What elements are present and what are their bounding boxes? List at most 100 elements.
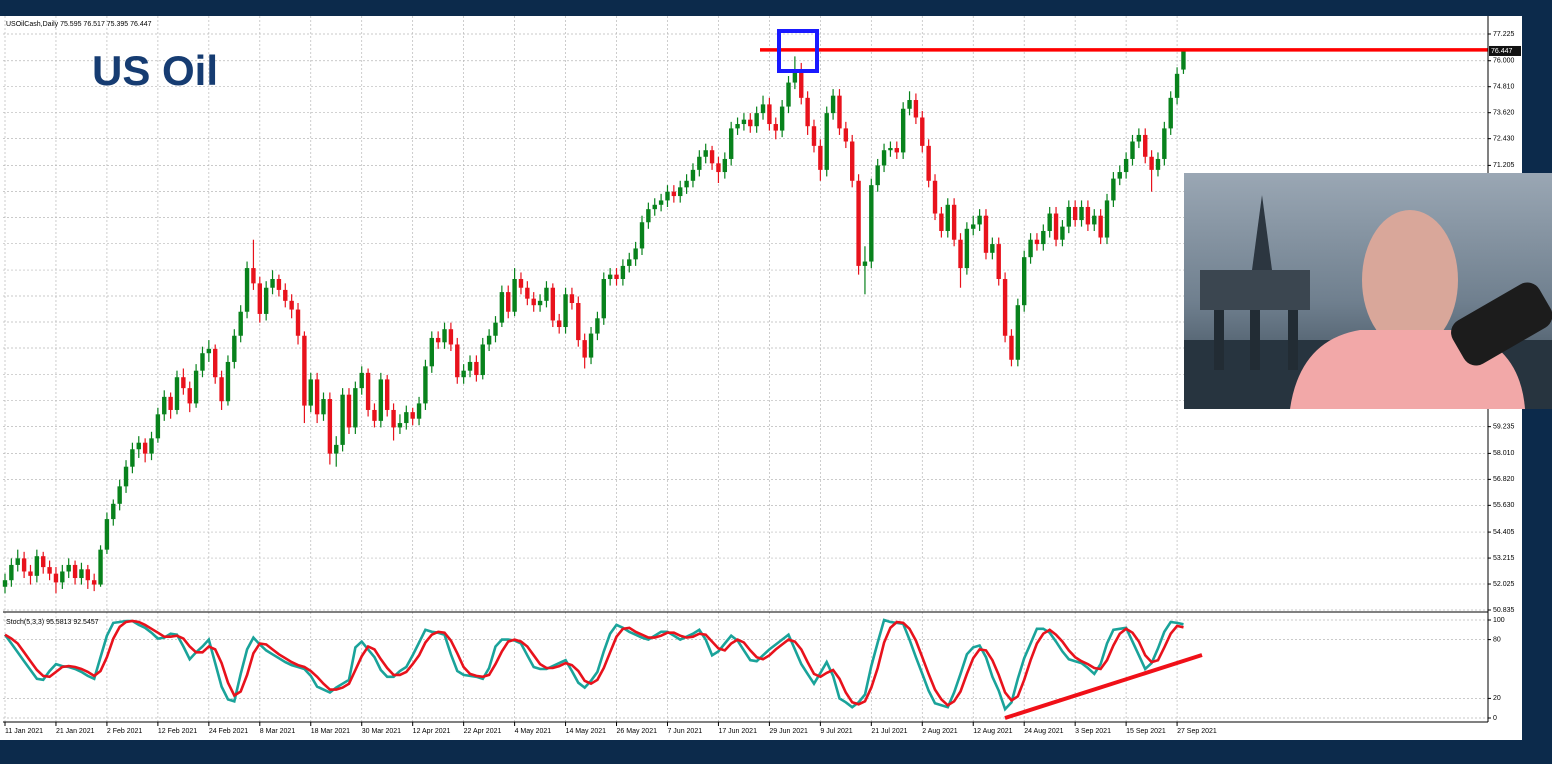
x-tick-label: 4 May 2021: [515, 728, 552, 735]
candle-body: [480, 344, 485, 376]
video-overlay: [1184, 173, 1552, 409]
candle-body: [932, 180, 938, 214]
candle-body: [1015, 305, 1021, 360]
candle-body: [28, 571, 33, 576]
candle-body: [633, 248, 638, 260]
candle-body: [168, 396, 173, 410]
indicator-line: [4, 619, 1184, 707]
candle-body: [283, 289, 288, 301]
candle-body: [576, 303, 581, 341]
candle-body: [1085, 206, 1091, 225]
candle-body: [302, 335, 307, 406]
candle-body: [977, 215, 982, 225]
x-tick-label: 24 Aug 2021: [1024, 728, 1063, 735]
candle-body: [21, 558, 27, 572]
candle-body: [263, 287, 269, 314]
candle-body: [187, 388, 192, 404]
candle-body: [136, 442, 141, 450]
x-tick-label: 3 Sep 2021: [1075, 728, 1111, 735]
candle-body: [1072, 206, 1078, 221]
candle-body: [818, 145, 823, 170]
candle-body: [53, 573, 59, 583]
candle-body: [862, 261, 868, 266]
y-tick-label: 74.810: [1493, 84, 1515, 91]
candle-body: [728, 128, 734, 159]
candle-body: [435, 337, 441, 343]
candle-body: [314, 379, 320, 415]
candle-body: [556, 320, 562, 328]
x-tick-label: 9 Jul 2021: [820, 728, 852, 735]
candle-body: [467, 361, 473, 371]
candle-body: [1092, 215, 1097, 225]
x-tick-label: 11 Jan 2021: [5, 728, 43, 735]
candle-body: [760, 104, 766, 114]
candle-body: [410, 412, 415, 419]
candle-body: [652, 204, 657, 210]
candle-body: [792, 69, 798, 83]
candle-body: [455, 344, 460, 378]
chart-title: US Oil: [92, 47, 218, 94]
candle-body: [945, 204, 950, 231]
candle-body: [658, 200, 664, 205]
candle-body: [805, 97, 810, 127]
candle-body: [340, 394, 345, 445]
candle-body: [506, 292, 511, 312]
candle-body: [607, 274, 613, 280]
candle-body: [34, 556, 40, 576]
candle-body: [142, 442, 148, 454]
candle-body: [811, 126, 817, 146]
candle-body: [1174, 73, 1180, 98]
candle-body: [130, 449, 135, 467]
candle-body: [595, 318, 600, 334]
candle-body: [60, 571, 65, 583]
candle-body: [404, 412, 409, 424]
candle-body: [888, 148, 893, 151]
candle-body: [690, 169, 696, 181]
candle-body: [779, 106, 785, 131]
candle-body: [385, 379, 390, 410]
candle-body: [971, 224, 976, 229]
y-tick-label: 52.025: [1493, 581, 1515, 588]
candle-body: [881, 150, 887, 166]
trend-line: [1004, 653, 1203, 720]
candle-body: [238, 311, 243, 336]
candle-body: [270, 279, 275, 288]
candle-body: [206, 348, 212, 354]
candle-body: [996, 244, 1001, 280]
candle-body: [1162, 128, 1167, 159]
x-tick-label: 24 Feb 2021: [209, 728, 248, 735]
candle-body: [104, 519, 110, 550]
candle-body: [1155, 158, 1161, 170]
candle-body: [257, 283, 262, 314]
indicator-line: [3, 618, 1184, 712]
candle-body: [627, 259, 632, 266]
candle-body: [786, 82, 791, 107]
candle-body: [397, 423, 403, 428]
y-tick-label: 50.835: [1493, 607, 1515, 614]
candle-body: [1022, 257, 1027, 306]
candle-body: [964, 228, 970, 269]
candle-body: [684, 180, 689, 188]
candle-body: [225, 361, 231, 402]
candle-body: [1130, 141, 1135, 159]
candle-body: [289, 300, 294, 310]
x-tick-label: 2 Feb 2021: [107, 728, 143, 735]
y-tick-label: 53.215: [1493, 555, 1515, 562]
candle-body: [983, 215, 989, 253]
candle-body: [276, 279, 282, 290]
y-tick-label: 76.000: [1493, 58, 1515, 65]
candle-body: [365, 372, 371, 410]
candle-body: [907, 100, 912, 109]
candle-body: [378, 379, 384, 421]
highlight-box: [777, 29, 819, 73]
candle-body: [646, 209, 651, 223]
candle-body: [162, 396, 167, 415]
candle-body: [582, 340, 587, 358]
candle-body: [1034, 239, 1040, 245]
candle-body: [15, 558, 20, 565]
candle-body: [327, 399, 333, 454]
x-tick-label: 8 Mar 2021: [260, 728, 296, 735]
candle-body: [155, 414, 161, 439]
candle-body: [244, 268, 250, 312]
price-tag: [1489, 45, 1521, 56]
